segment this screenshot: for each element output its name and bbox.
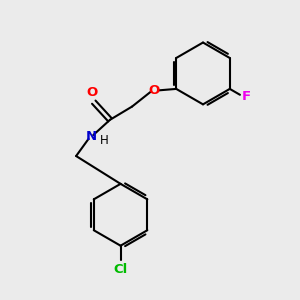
Text: Cl: Cl [113,263,128,276]
Text: F: F [242,90,251,103]
Text: O: O [148,84,160,97]
Text: H: H [100,134,109,147]
Text: O: O [87,85,98,99]
Text: N: N [85,130,96,143]
